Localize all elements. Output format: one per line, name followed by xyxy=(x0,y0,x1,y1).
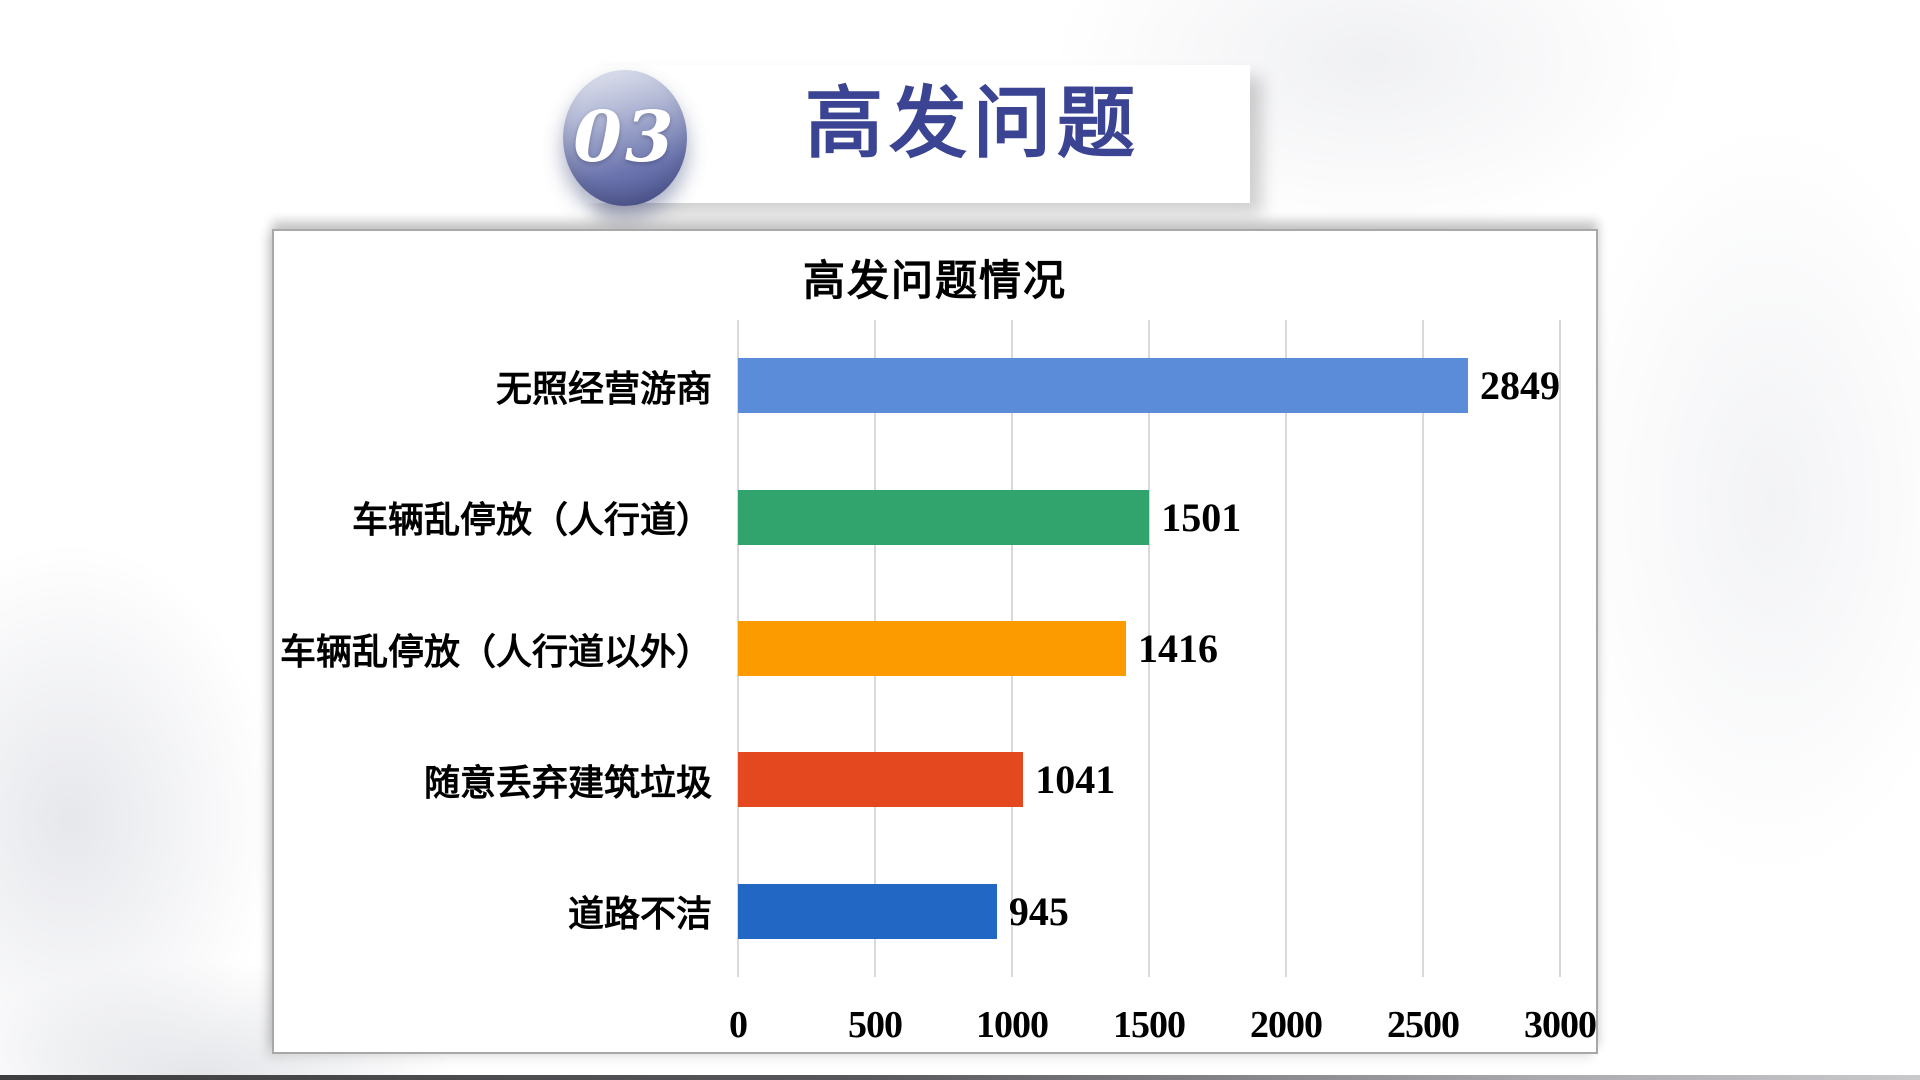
gridline-2000 xyxy=(1284,320,1287,977)
gridline-1500 xyxy=(1148,320,1150,977)
chart-row: 车辆乱停放（人行道以外） 1416 xyxy=(274,583,1560,714)
bar-rows: 无照经营游商 2849 车辆乱停放（人行道） 1501 车辆乱停放（人行道以外） 1416… xyxy=(274,320,1560,977)
bar-4 xyxy=(738,752,1024,808)
category-label: 车辆乱停放（人行道以外） xyxy=(279,630,712,672)
bar-track: 945 xyxy=(738,846,1560,977)
value-label: 1416 xyxy=(1137,626,1218,672)
chart-row: 随意丢弃建筑垃圾 1041 xyxy=(274,714,1560,845)
category-label: 随意丢弃建筑垃圾 xyxy=(423,761,712,803)
bar-track: 1416 xyxy=(738,583,1560,714)
header-banner xyxy=(585,65,1250,203)
category-label: 无照经营游商 xyxy=(495,367,712,409)
category-label: 车辆乱停放（人行道） xyxy=(351,499,712,541)
bar-5 xyxy=(738,883,997,939)
gridline-3000 xyxy=(1559,320,1561,977)
bar-track: 1501 xyxy=(738,451,1560,582)
chart-row: 道路不洁 945 xyxy=(274,846,1560,977)
chart-row: 车辆乱停放（人行道） 1501 xyxy=(274,451,1560,582)
bar-2 xyxy=(738,489,1150,545)
bar-3 xyxy=(738,621,1126,677)
x-tick-label: 2000 xyxy=(1249,1004,1323,1046)
x-tick-label: 500 xyxy=(847,1004,903,1046)
slide-bottom-edge xyxy=(0,1075,1920,1080)
page-title: 高发问题 xyxy=(805,79,1142,167)
background-blob xyxy=(1560,120,1920,880)
value-label: 1041 xyxy=(1035,757,1116,803)
section-number-badge: 03 xyxy=(563,70,687,206)
value-label: 945 xyxy=(1008,888,1069,934)
chart-title: 高发问题情况 xyxy=(802,257,1067,304)
gridline-2500 xyxy=(1422,320,1424,977)
x-tick-label: 0 xyxy=(729,1004,748,1046)
category-label: 道路不洁 xyxy=(567,893,712,935)
x-tick-label: 3000 xyxy=(1524,1004,1597,1046)
value-label: 2849 xyxy=(1480,363,1560,409)
value-label: 1501 xyxy=(1161,494,1242,540)
x-tick-label: 1500 xyxy=(1113,1004,1186,1046)
x-tick-label: 1000 xyxy=(975,1004,1049,1046)
section-number: 03 xyxy=(573,94,677,178)
background-blob xyxy=(0,540,280,1080)
x-tick-label: 2500 xyxy=(1387,1004,1460,1046)
bar-track: 1041 xyxy=(738,714,1560,845)
chart-panel: 高发问题情况 无照经营游商 2849 车辆乱停放（人行道） 1501 车辆乱停放（人行道… xyxy=(272,229,1598,1054)
chart-row: 无照经营游商 2849 xyxy=(274,320,1560,451)
x-axis: 0 500 1000 1500 2000 2500 3000 xyxy=(729,989,1597,1049)
bar-track: 2849 xyxy=(738,320,1560,451)
bar-1 xyxy=(738,358,1468,414)
